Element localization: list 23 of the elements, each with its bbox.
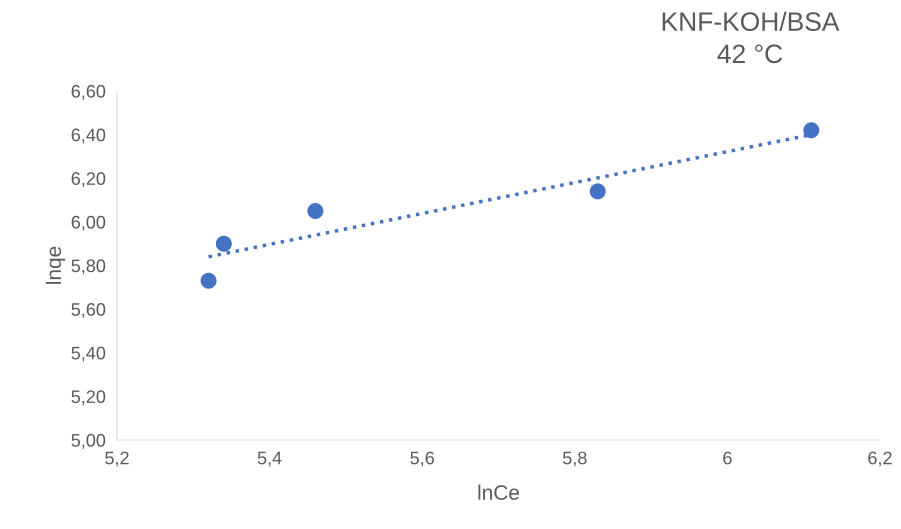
x-tick-label: 5,6 <box>410 452 434 467</box>
point <box>803 122 820 138</box>
y-tick-label: 5,80 <box>71 259 106 274</box>
y-tick-label: 5,40 <box>71 346 106 362</box>
y-tick-label: 6,40 <box>72 128 106 144</box>
y-tick-label: 5,20 <box>71 390 106 406</box>
y-tick-label: 6,20 <box>72 172 106 188</box>
x-tick-label: 5,2 <box>105 452 129 467</box>
x-axis-title: lnCe <box>478 484 519 500</box>
y-tick-label: 6,60 <box>72 84 106 100</box>
x-tick-label: 6,2 <box>868 452 892 467</box>
y-tick-label: 5,60 <box>71 303 106 318</box>
point <box>307 202 324 219</box>
x-tick-label: 6 <box>723 452 732 464</box>
y-tick-label: 5,00 <box>71 434 106 449</box>
x-tick-label: 5,4 <box>258 452 282 467</box>
y-tick-label: 6,00 <box>72 216 106 231</box>
point <box>200 272 217 289</box>
x-tick-label: 5,8 <box>562 452 587 467</box>
chart-title: KNF-KOH/BSA 42 °C <box>662 12 840 64</box>
point <box>216 236 232 252</box>
point <box>590 183 606 200</box>
y-axis-title: lnqe <box>46 246 66 284</box>
